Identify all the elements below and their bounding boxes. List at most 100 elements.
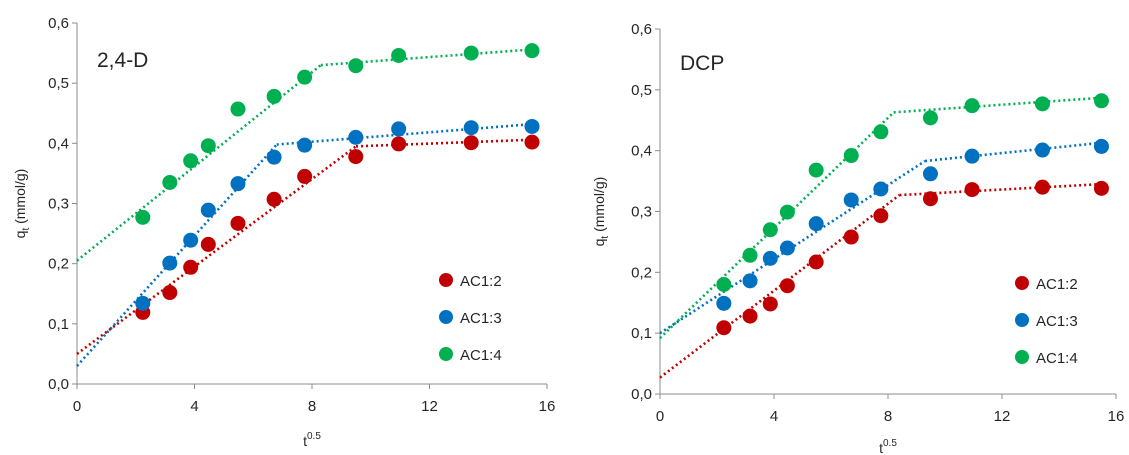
data-point <box>762 250 778 266</box>
data-point <box>843 148 859 164</box>
data-point <box>200 138 216 154</box>
x-tick-label: 12 <box>994 408 1011 425</box>
legend-label: AC1:2 <box>460 273 502 290</box>
data-point <box>1034 96 1050 112</box>
data-point <box>742 247 758 263</box>
data-point <box>200 236 216 252</box>
fit-line <box>356 138 533 148</box>
data-point <box>230 215 246 231</box>
x-tick-label: 4 <box>770 408 778 425</box>
y-tick-label: 0,2 <box>631 264 652 281</box>
y-tick-label: 0,1 <box>48 316 69 333</box>
legend-label: AC1:2 <box>1036 276 1078 293</box>
panel-label: DCP <box>680 52 724 75</box>
y-tick-label: 0,4 <box>48 135 69 152</box>
data-point <box>779 278 795 294</box>
legend-label: AC1:3 <box>1036 313 1078 330</box>
x-tick-label: 8 <box>308 398 316 415</box>
data-point <box>266 149 282 165</box>
data-point <box>463 135 479 151</box>
chart-panel-2-4-d: 0,0 0,1 0,2 0,3 0,4 0,5 0,6 0 4 8 12 16 t0.5 qt (mmol… <box>12 15 555 449</box>
x-tick-label: 4 <box>190 398 198 415</box>
y-tick-label: 0,0 <box>48 376 69 393</box>
y-tick-label: 0,6 <box>631 21 652 38</box>
data-point <box>348 129 364 145</box>
y-tick-label: 0,5 <box>48 75 69 92</box>
data-point <box>964 148 980 164</box>
legend-label: AC1:4 <box>1036 350 1078 367</box>
data-point <box>873 124 889 140</box>
data-point <box>391 47 407 63</box>
data-point <box>524 118 540 134</box>
data-point <box>964 98 980 114</box>
data-point <box>922 110 938 126</box>
data-point <box>843 229 859 245</box>
data-point <box>162 174 178 190</box>
y-tick-label: 0,6 <box>48 15 69 32</box>
y-tick-label: 0,5 <box>631 82 652 99</box>
y-tick-label: 0,4 <box>631 143 652 160</box>
legend-marker <box>439 310 453 324</box>
legend-marker <box>439 273 453 287</box>
legend-marker <box>1015 313 1029 327</box>
panel-label: 2,4-D <box>97 49 148 72</box>
data-point <box>162 255 178 271</box>
data-point <box>524 134 540 150</box>
y-tick-label: 0,1 <box>631 325 652 342</box>
x-tick-label: 0 <box>73 398 81 415</box>
data-point <box>297 69 313 85</box>
data-point <box>348 58 364 74</box>
data-point <box>266 191 282 207</box>
data-point <box>135 209 151 225</box>
fit-line <box>659 194 901 379</box>
y-tick-label: 0,2 <box>48 256 69 273</box>
y-tick-label: 0,3 <box>631 204 652 221</box>
data-point <box>922 191 938 207</box>
data-point <box>779 240 795 256</box>
data-point <box>391 121 407 137</box>
data-point <box>742 273 758 289</box>
x-tick-label: 16 <box>539 398 556 415</box>
data-point <box>762 296 778 312</box>
data-point <box>183 232 199 248</box>
fit-line <box>76 143 278 367</box>
data-point <box>266 88 282 104</box>
legend-marker <box>1015 276 1029 290</box>
data-point <box>183 259 199 275</box>
data-point <box>762 222 778 238</box>
y-axis-title: qt (mmol/g) <box>12 169 32 239</box>
data-point <box>873 208 889 224</box>
x-tick-label: 0 <box>656 408 664 425</box>
data-point <box>742 308 758 324</box>
legend-marker <box>439 347 453 361</box>
data-point <box>922 166 938 182</box>
fit-line <box>893 96 1102 114</box>
data-point <box>808 216 824 232</box>
data-point <box>873 181 889 197</box>
data-point <box>808 162 824 178</box>
data-point <box>716 320 732 336</box>
data-point <box>524 43 540 59</box>
y-tick-label: 0,0 <box>631 386 652 403</box>
data-point <box>1034 142 1050 158</box>
x-tick-label: 16 <box>1108 408 1125 425</box>
data-point <box>808 254 824 270</box>
data-point <box>297 137 313 153</box>
data-point <box>348 149 364 165</box>
data-point <box>843 192 859 208</box>
data-point <box>230 101 246 117</box>
data-point <box>135 295 151 311</box>
data-point <box>183 153 199 169</box>
data-point <box>463 45 479 61</box>
x-axis-title: t0.5 <box>303 431 321 449</box>
legend-label: AC1:3 <box>460 310 502 327</box>
chart-panel-dcp: 0,0 0,1 0,2 0,3 0,4 0,5 0,6 0 4 8 12 16 t0.5 qt (mmol… <box>591 21 1124 455</box>
fit-line <box>76 145 357 355</box>
x-tick-label: 8 <box>884 408 892 425</box>
y-tick-label: 0,3 <box>48 196 69 213</box>
data-point <box>716 295 732 311</box>
data-point <box>1093 93 1109 109</box>
x-axis-title: t0.5 <box>879 438 897 455</box>
data-point <box>779 204 795 220</box>
